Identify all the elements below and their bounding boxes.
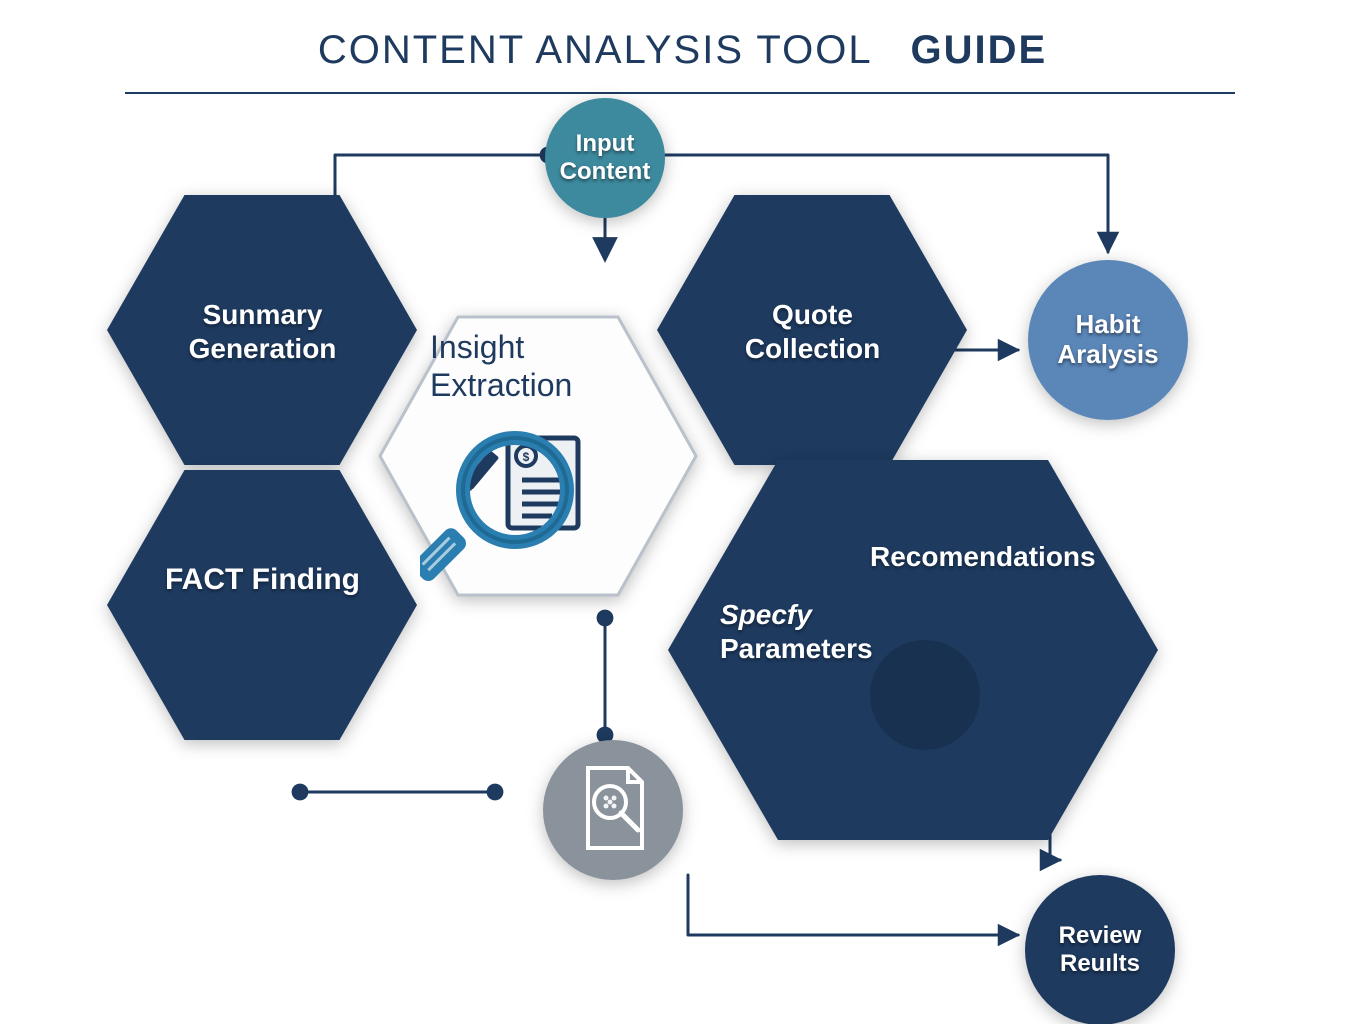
hex-insight-l1: Insight	[430, 329, 524, 365]
circle-review-l1: Review	[1059, 922, 1142, 949]
hex-fact-l1: FACT Finding	[165, 563, 360, 596]
hex-quote-l1: Quote	[772, 299, 853, 330]
circle-review-results: Review Reuılts	[1025, 875, 1175, 1024]
hex-quote-l2: Collection	[745, 333, 880, 364]
circle-input-content: Input Content	[545, 98, 665, 218]
recs-inner-shadow	[870, 640, 980, 750]
hex-recs-l1: Specfy	[720, 599, 812, 630]
hex-fact	[107, 470, 417, 740]
svg-text:$: $	[523, 450, 530, 464]
hex-fact-label: FACT Finding	[135, 562, 390, 598]
conn-doc-to-review	[688, 875, 1018, 935]
hex-summary-l1: Sunmary	[203, 299, 323, 330]
circle-habit-l2: Aralysis	[1057, 339, 1158, 369]
doc-magnifier-icon	[568, 760, 658, 860]
hex-summary-label: Sunmary Generation	[155, 298, 370, 365]
hex-insight-l2: Extraction	[430, 367, 572, 403]
circle-input-l1: Input	[576, 130, 635, 157]
hex-summary-l2: Generation	[189, 333, 337, 364]
circle-review-l2: Reuılts	[1060, 950, 1140, 977]
hex-recs-r: Recomendations	[870, 541, 1096, 572]
circle-habit-l1: Habit	[1076, 309, 1141, 339]
hex-recs-right-label: Recomendations	[870, 540, 1150, 574]
circle-habit-analysis: Habit Aralysis	[1028, 260, 1188, 420]
circle-input-l2: Content	[560, 158, 651, 185]
hex-quote-label: Quote Collection	[705, 298, 920, 365]
conn-top-to-summary	[335, 155, 548, 197]
hex-recs-l2: Parameters	[720, 633, 873, 664]
magnifier-doc-icon: $	[420, 420, 610, 600]
diagram-stage: CONTENT ANALYSIS TOOL GUIDE	[0, 0, 1365, 1024]
hex-insight-label: Insight Extraction	[430, 328, 650, 405]
circle-doc-icon	[543, 740, 683, 880]
